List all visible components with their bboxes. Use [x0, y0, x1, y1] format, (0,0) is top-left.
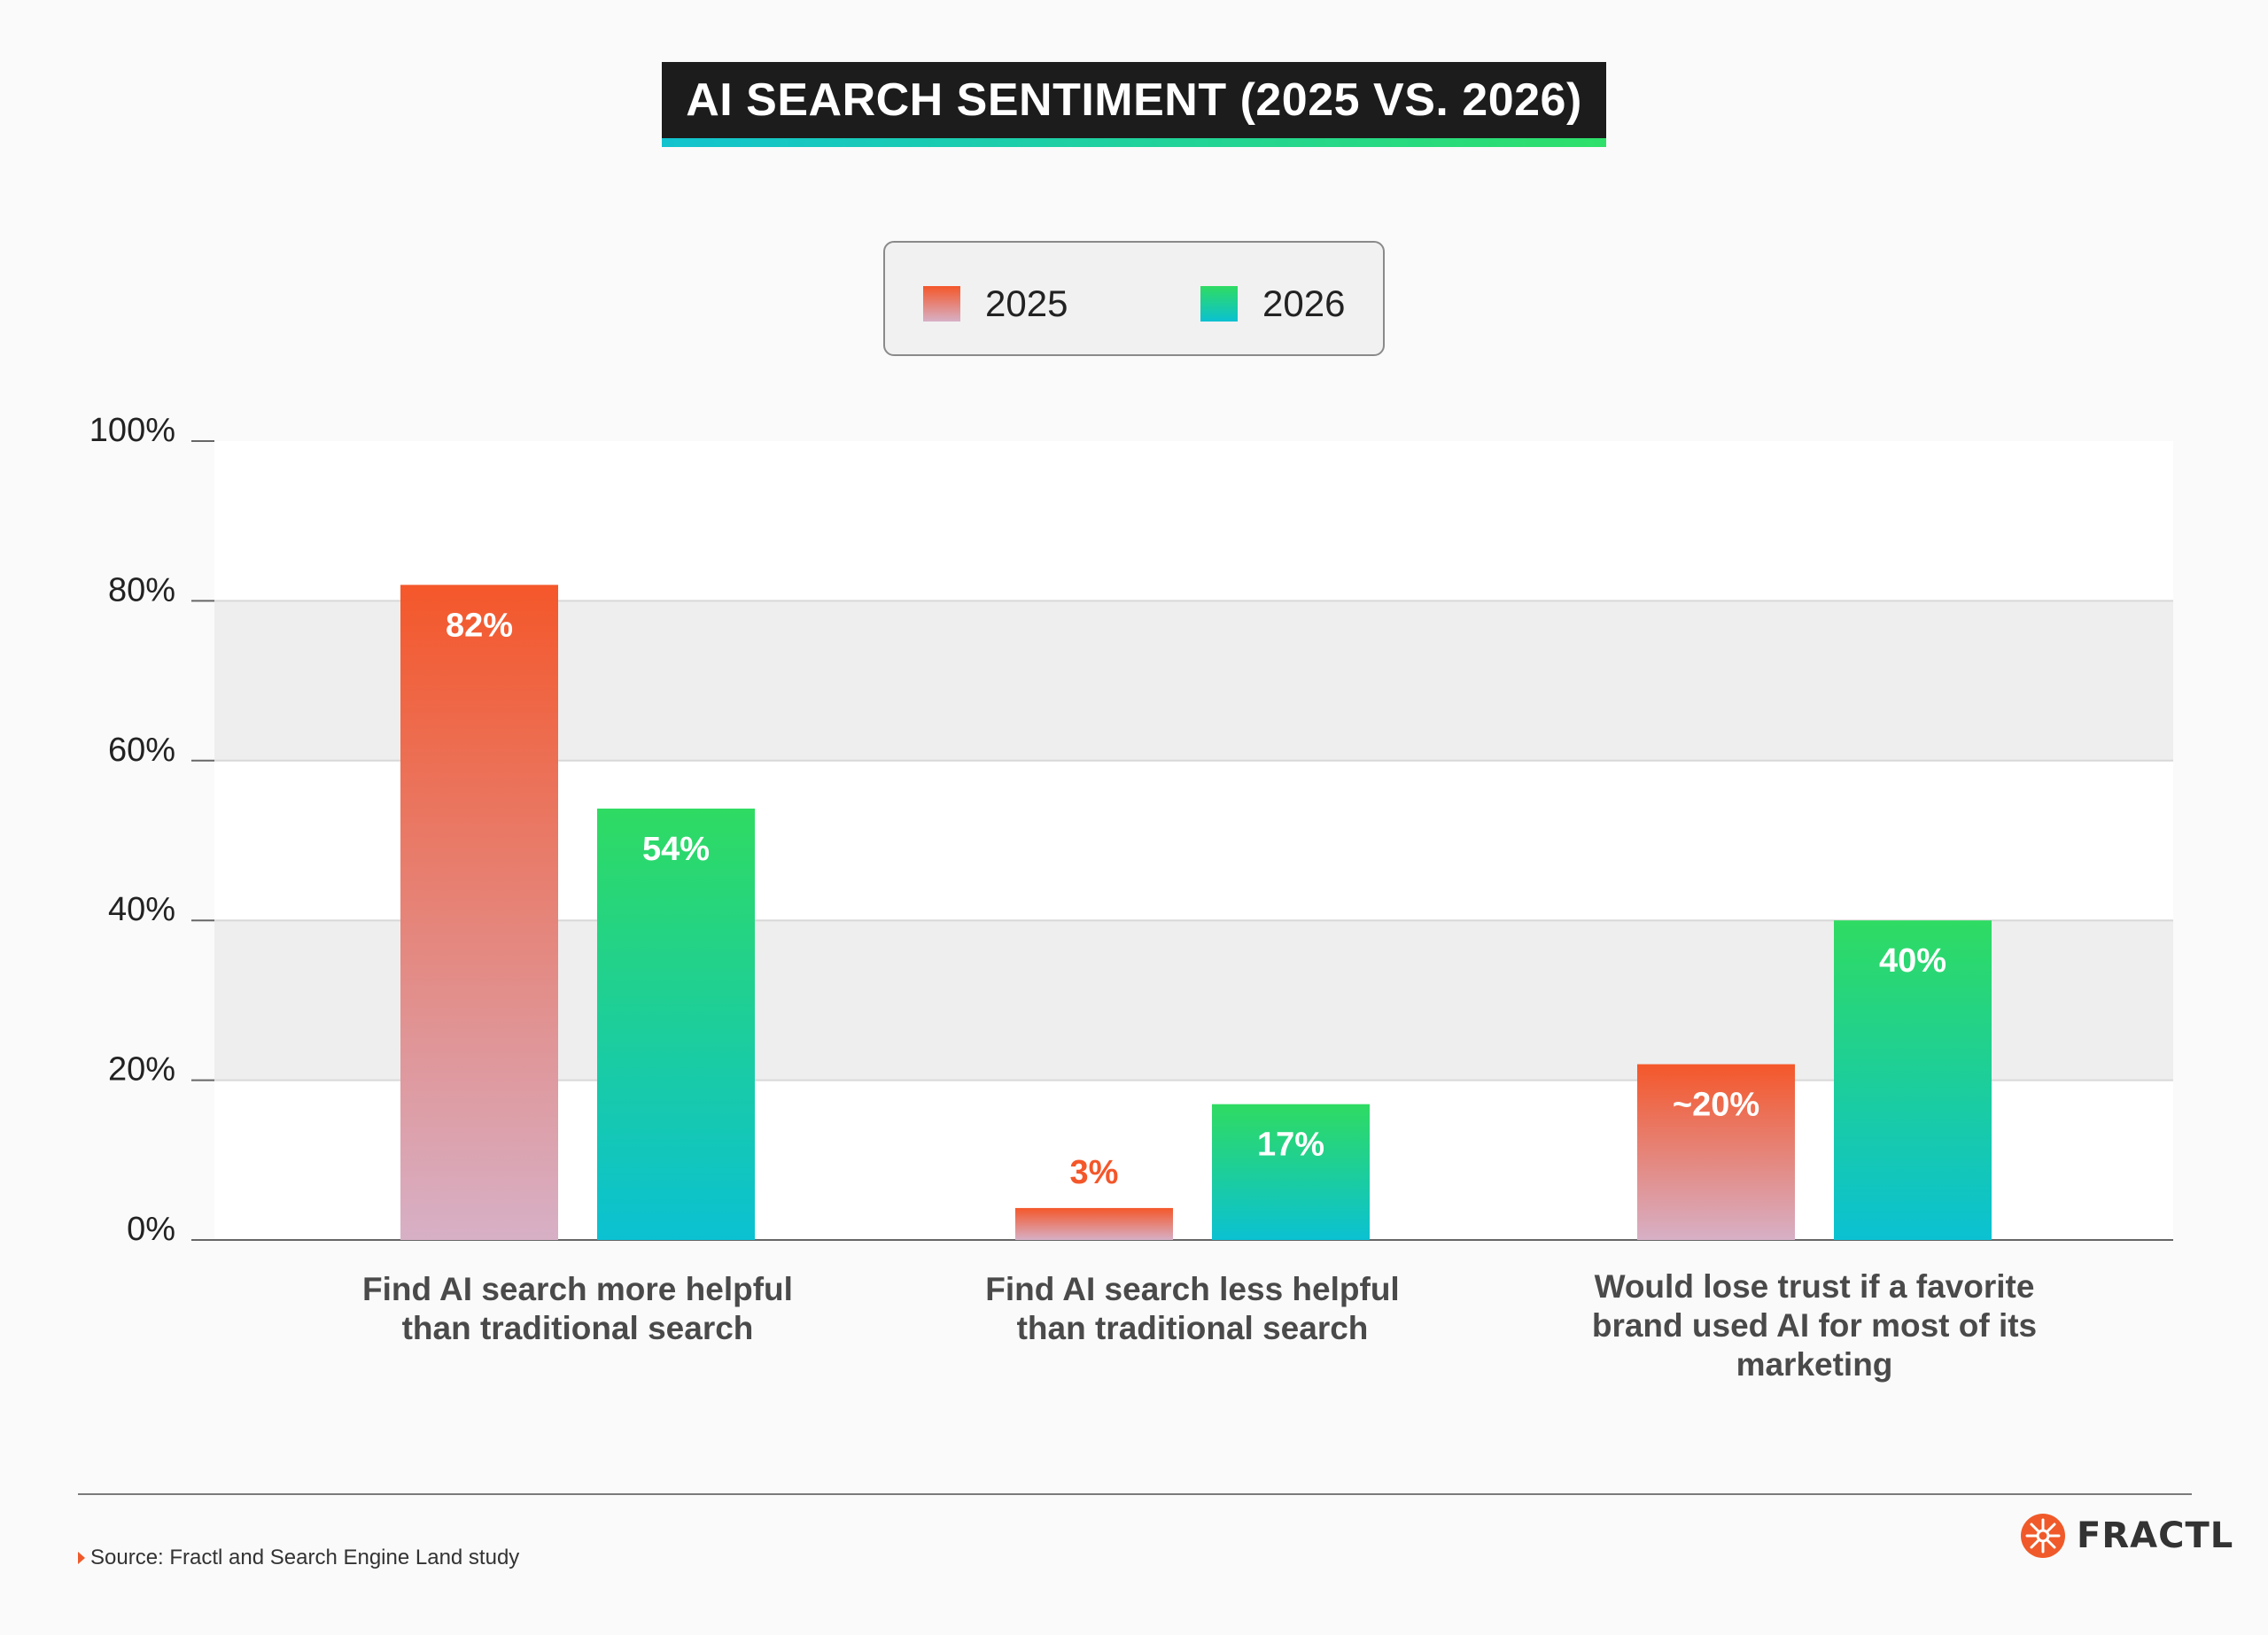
bar-2025-0: [400, 585, 558, 1240]
legend-swatch-2025: [923, 286, 960, 322]
fractl-logo-icon: [2021, 1514, 2065, 1558]
legend-item-2026: 2026: [1200, 283, 1345, 325]
data-label-2026-0: 54%: [642, 831, 710, 868]
x-category-line: than traditional search: [402, 1310, 754, 1346]
bar-2026-1: [1212, 1104, 1370, 1240]
x-category-line: brand used AI for most of its: [1592, 1307, 2037, 1344]
data-label-2025-2: ~20%: [1673, 1087, 1759, 1124]
logo-text: FRACTL: [2077, 1515, 2234, 1556]
footer-divider: [78, 1493, 2192, 1495]
x-axis-labels: Find AI search more helpful than traditio…: [362, 1268, 2037, 1383]
bars: 82% 3% ~20% 54% 17% 40%: [400, 585, 1992, 1240]
y-tick-label: 40%: [108, 891, 175, 928]
legend-swatch-2026: [1200, 286, 1238, 322]
y-tick-label: 20%: [108, 1051, 175, 1089]
source-note: Source: Fractl and Search Engine Land st…: [78, 1546, 519, 1570]
bar-chart: 0% 20% 40% 60% 80% 100% 82% 3% ~20% 54% 17% 40% Fi…: [89, 412, 2173, 1383]
data-label-2025-1: 3%: [1070, 1154, 1119, 1191]
data-label-2025-0: 82%: [446, 607, 513, 644]
x-category-line: than traditional search: [1017, 1310, 1369, 1346]
bar-2026-0: [597, 808, 755, 1240]
bar-2025-2: [1637, 1064, 1795, 1240]
x-category-label: Find AI search more helpful than traditio…: [362, 1271, 793, 1346]
bar-2026-2: [1834, 920, 1992, 1240]
legend-label-2025: 2025: [985, 283, 1068, 324]
legend-item-2025: 2025: [923, 283, 1068, 325]
x-category-line: marketing: [1736, 1346, 1893, 1383]
source-text: Source: Fractl and Search Engine Land st…: [90, 1546, 520, 1569]
bar-2025-1: [1015, 1207, 1173, 1240]
y-tick-label: 100%: [89, 412, 175, 449]
x-category-label: Would lose trust if a favorite brand used…: [1592, 1268, 2037, 1383]
x-category-label: Find AI search less helpful than traditio…: [985, 1271, 1399, 1346]
legend: 2025 2026: [883, 241, 1385, 356]
y-axis: 0% 20% 40% 60% 80% 100%: [89, 412, 2173, 1248]
chart-title: AI SEARCH SENTIMENT (2025 VS. 2026): [686, 74, 1582, 126]
fractl-logo: FRACTL: [2020, 1513, 2233, 1559]
x-category-line: Find AI search more helpful: [362, 1271, 793, 1307]
source-arrow-icon: [78, 1552, 85, 1564]
data-label-2026-2: 40%: [1879, 942, 1946, 980]
data-label-2026-1: 17%: [1257, 1127, 1324, 1164]
x-category-line: Would lose trust if a favorite: [1595, 1268, 2035, 1305]
legend-label-2026: 2026: [1262, 283, 1346, 324]
x-category-line: Find AI search less helpful: [985, 1271, 1399, 1307]
y-tick-label: 60%: [108, 732, 175, 769]
chart-title-banner: AI SEARCH SENTIMENT (2025 VS. 2026): [662, 62, 1606, 147]
y-tick-label: 80%: [108, 571, 175, 608]
y-tick-label: 0%: [127, 1211, 175, 1248]
